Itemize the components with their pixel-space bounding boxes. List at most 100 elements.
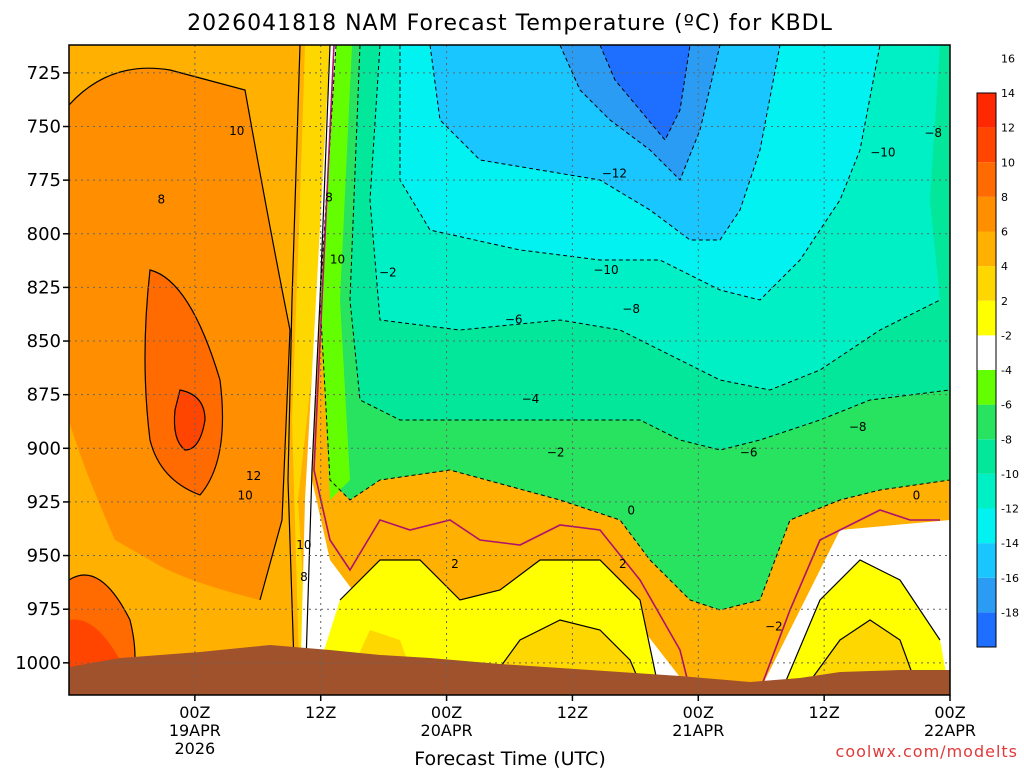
contour-label: −6	[740, 446, 758, 460]
y-tick-label: 1000	[15, 653, 61, 674]
contour-label: −10	[870, 145, 895, 159]
colorbar-tick-label: 8	[1001, 191, 1008, 204]
x-axis-label: Forecast Time (UTC)	[414, 748, 605, 768]
x-tick-label: 00Z	[431, 703, 462, 722]
colorbar-tick-label: -14	[1001, 537, 1019, 550]
colorbar-tick-label: 6	[1001, 226, 1008, 239]
colorbar-swatch	[977, 439, 996, 474]
colorbar-swatch	[977, 162, 996, 197]
colorbar-swatch	[977, 266, 996, 301]
colorbar-swatch	[977, 335, 996, 370]
contour-label: 0	[913, 488, 921, 502]
grid-lines	[69, 45, 950, 695]
band-minus-2	[320, 45, 352, 500]
chart-title: 2026041818 NAM Forecast Temperature (ºC)…	[187, 11, 833, 36]
band-plus-12	[145, 270, 223, 495]
colorbar-tick-label: 12	[1001, 122, 1015, 135]
y-tick-label: 900	[27, 438, 61, 459]
colorbar-tick-label: 16	[1001, 52, 1015, 65]
colorbar-tick-label: -2	[1001, 329, 1012, 342]
negative-contour-lines	[319, 45, 950, 611]
contour-lines	[69, 45, 941, 695]
colorbar-tick-label: -12	[1001, 503, 1019, 516]
contour-label: 10	[229, 124, 244, 138]
contour-label: 10	[238, 488, 253, 502]
contour-label: 8	[300, 570, 308, 584]
contour-label: −6	[505, 313, 523, 327]
x-tick-label: 19APR	[169, 721, 221, 740]
x-tick-label: 00Z	[683, 703, 714, 722]
contour-label: 2	[451, 557, 459, 571]
credit-text: coolwx.com/modelts	[836, 742, 1018, 761]
contour-label: 10	[296, 538, 311, 552]
y-tick-label: 750	[27, 117, 61, 138]
x-tick-label: 21APR	[672, 721, 724, 740]
colorbar-swatch	[977, 473, 996, 509]
x-tick-label: 12Z	[305, 703, 336, 722]
contour-label: −2	[765, 619, 783, 633]
colorbar-tick-label: 14	[1001, 87, 1015, 100]
y-tick-label: 800	[27, 224, 61, 245]
colorbar-frame	[976, 92, 997, 648]
x-tick-label: 12Z	[808, 703, 839, 722]
colorbar-swatch	[977, 231, 996, 267]
contour-label: 12	[246, 469, 261, 483]
colorbar-tick-label: -16	[1001, 572, 1019, 585]
colorbar-tick-label: -18	[1001, 606, 1019, 619]
y-tick-label: 950	[27, 546, 61, 567]
colorbar-swatch	[977, 577, 996, 613]
x-tick-label: 2026	[174, 739, 215, 758]
colorbar-swatch	[977, 196, 996, 232]
band-plus-14	[174, 390, 205, 450]
plot-area	[69, 45, 950, 695]
colorbar-swatch	[977, 370, 996, 405]
y-tick-label: 825	[27, 277, 61, 298]
colorbar-tick-label: -8	[1001, 433, 1012, 446]
colorbar-swatch	[977, 612, 996, 647]
colorbar-swatch	[977, 508, 996, 544]
y-tick-label: 775	[27, 170, 61, 191]
plot-frame	[68, 44, 951, 696]
x-tick-label: 20APR	[421, 721, 473, 740]
contour-label: −8	[924, 126, 942, 140]
y-tick-label: 975	[27, 599, 61, 620]
contour-label: 2	[619, 557, 627, 571]
contour-label: −8	[849, 420, 867, 434]
contour-label: −4	[522, 392, 540, 406]
contour-label: 8	[325, 190, 333, 204]
colorbar-swatch	[977, 543, 996, 578]
x-tick-label: 12Z	[557, 703, 588, 722]
y-tick-label: 925	[27, 492, 61, 513]
colorbar-tick-label: -10	[1001, 468, 1019, 481]
x-tick-label: 22APR	[924, 721, 976, 740]
x-tick-label: 00Z	[934, 703, 965, 722]
y-tick-label: 875	[27, 385, 61, 406]
contour-label: −2	[547, 446, 565, 460]
colorbar-swatch	[977, 300, 996, 336]
x-tick-label: 00Z	[179, 703, 210, 722]
contour-label: 10	[330, 253, 345, 267]
colorbar-swatch	[977, 404, 996, 440]
colorbar-swatch	[977, 127, 996, 163]
colorbar-tick-label: 2	[1001, 295, 1008, 308]
contour-labels: 10 8 8 10 −2 −12 −10 −6 −8 −4 −2 −6 −8 −10 −8 12 10 10 8 0 0…	[157, 124, 942, 634]
contour-label: 0	[627, 504, 635, 518]
contour-label: −2	[379, 265, 397, 279]
freezing-line	[313, 45, 940, 691]
colorbar-tick-label: -4	[1001, 364, 1012, 377]
colorbar-swatch	[977, 93, 996, 128]
contour-label: −12	[602, 167, 627, 181]
ground-surface	[69, 645, 950, 695]
colorbar-tick-label: 4	[1001, 260, 1008, 273]
contour-label: 8	[157, 192, 165, 206]
colorbar: -18 -16 -14 -12 -10 -8 -6 -4 -2 2 4 6 8 10 12 14 16	[976, 52, 1019, 648]
colorbar-tick-label: -6	[1001, 399, 1012, 412]
contour-label: −10	[593, 263, 618, 277]
colorbar-tick-label: 10	[1001, 156, 1015, 169]
y-tick-label: 725	[27, 63, 61, 84]
y-tick-label: 850	[27, 331, 61, 352]
y-axis: 725 750 775 800 825 850 875 900 925 950 975 1000	[15, 63, 69, 674]
band-minus-16	[600, 45, 690, 140]
